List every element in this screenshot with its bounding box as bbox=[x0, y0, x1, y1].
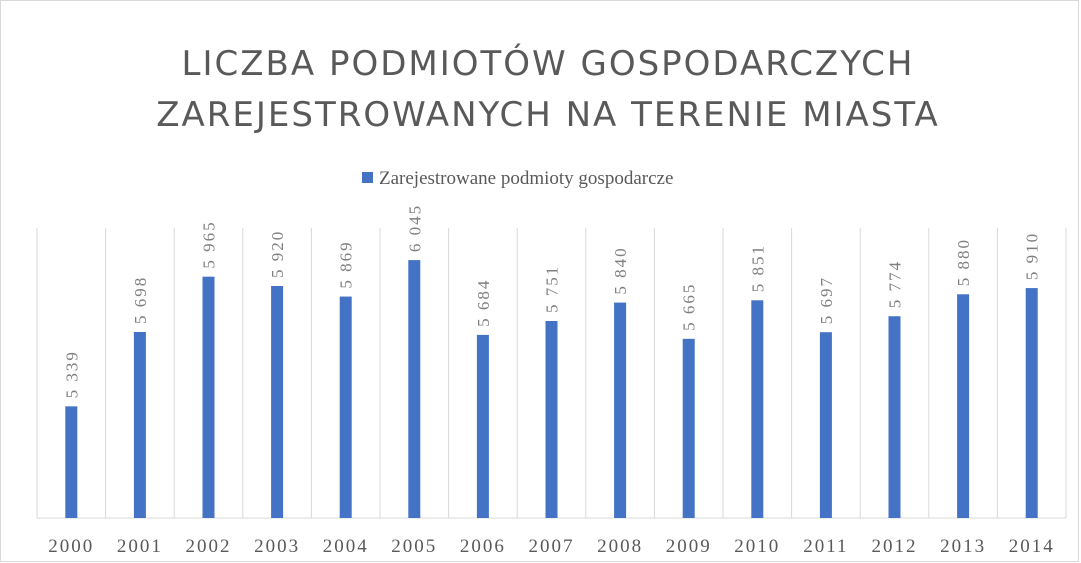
x-tick-label: 2013 bbox=[940, 536, 986, 557]
chart-title: ZAREJESTROWANYCH NA TERENIE MIASTA bbox=[156, 95, 940, 135]
x-tick-label: 2009 bbox=[666, 536, 712, 557]
x-tick-label: 2000 bbox=[48, 536, 94, 557]
data-label: 5 684 bbox=[474, 279, 493, 327]
data-label: 5 840 bbox=[611, 246, 630, 294]
x-tick-label: 2011 bbox=[803, 536, 848, 557]
x-tick-label: 2012 bbox=[872, 536, 918, 557]
bar bbox=[888, 316, 901, 518]
x-tick-label: 2004 bbox=[323, 536, 369, 557]
data-label: 5 339 bbox=[62, 350, 81, 398]
bar bbox=[65, 406, 78, 518]
chart-title: LICZBA PODMIOTÓW GOSPODARCZYCH bbox=[182, 43, 915, 84]
data-label: 5 751 bbox=[543, 265, 562, 313]
bar bbox=[476, 334, 489, 518]
x-tick-label: 2001 bbox=[117, 536, 163, 557]
x-tick-label: 2007 bbox=[529, 536, 575, 557]
data-label: 5 869 bbox=[337, 240, 356, 288]
data-label: 6 045 bbox=[405, 204, 424, 252]
x-tick-label: 2003 bbox=[254, 536, 300, 557]
bar bbox=[614, 302, 627, 518]
data-label: 5 665 bbox=[680, 283, 699, 331]
bar bbox=[751, 300, 764, 518]
data-label: 5 920 bbox=[268, 230, 287, 278]
data-label: 5 774 bbox=[886, 260, 905, 308]
bar bbox=[1025, 288, 1038, 518]
bar bbox=[957, 294, 970, 518]
x-tick-label: 2010 bbox=[734, 536, 780, 557]
data-label: 5 697 bbox=[817, 276, 836, 324]
bar bbox=[545, 321, 558, 518]
data-label: 5 851 bbox=[748, 244, 767, 292]
bar bbox=[819, 332, 832, 518]
legend-swatch bbox=[362, 172, 373, 183]
data-label: 5 698 bbox=[131, 276, 150, 324]
x-tick-label: 2008 bbox=[597, 536, 643, 557]
x-tick-label: 2002 bbox=[186, 536, 232, 557]
bar bbox=[133, 331, 146, 518]
bar bbox=[271, 286, 284, 518]
x-tick-label: 2005 bbox=[391, 536, 437, 557]
x-tick-label: 2014 bbox=[1009, 536, 1055, 557]
x-tick-label: 2006 bbox=[460, 536, 506, 557]
data-label: 5 910 bbox=[1023, 232, 1042, 280]
bar bbox=[202, 276, 215, 518]
data-label: 5 965 bbox=[200, 220, 219, 268]
data-label: 5 880 bbox=[954, 238, 973, 286]
bar bbox=[339, 296, 352, 518]
bar bbox=[682, 338, 695, 518]
legend-label: Zarejestrowane podmioty gospodarcze bbox=[379, 168, 673, 189]
bar bbox=[408, 260, 421, 518]
